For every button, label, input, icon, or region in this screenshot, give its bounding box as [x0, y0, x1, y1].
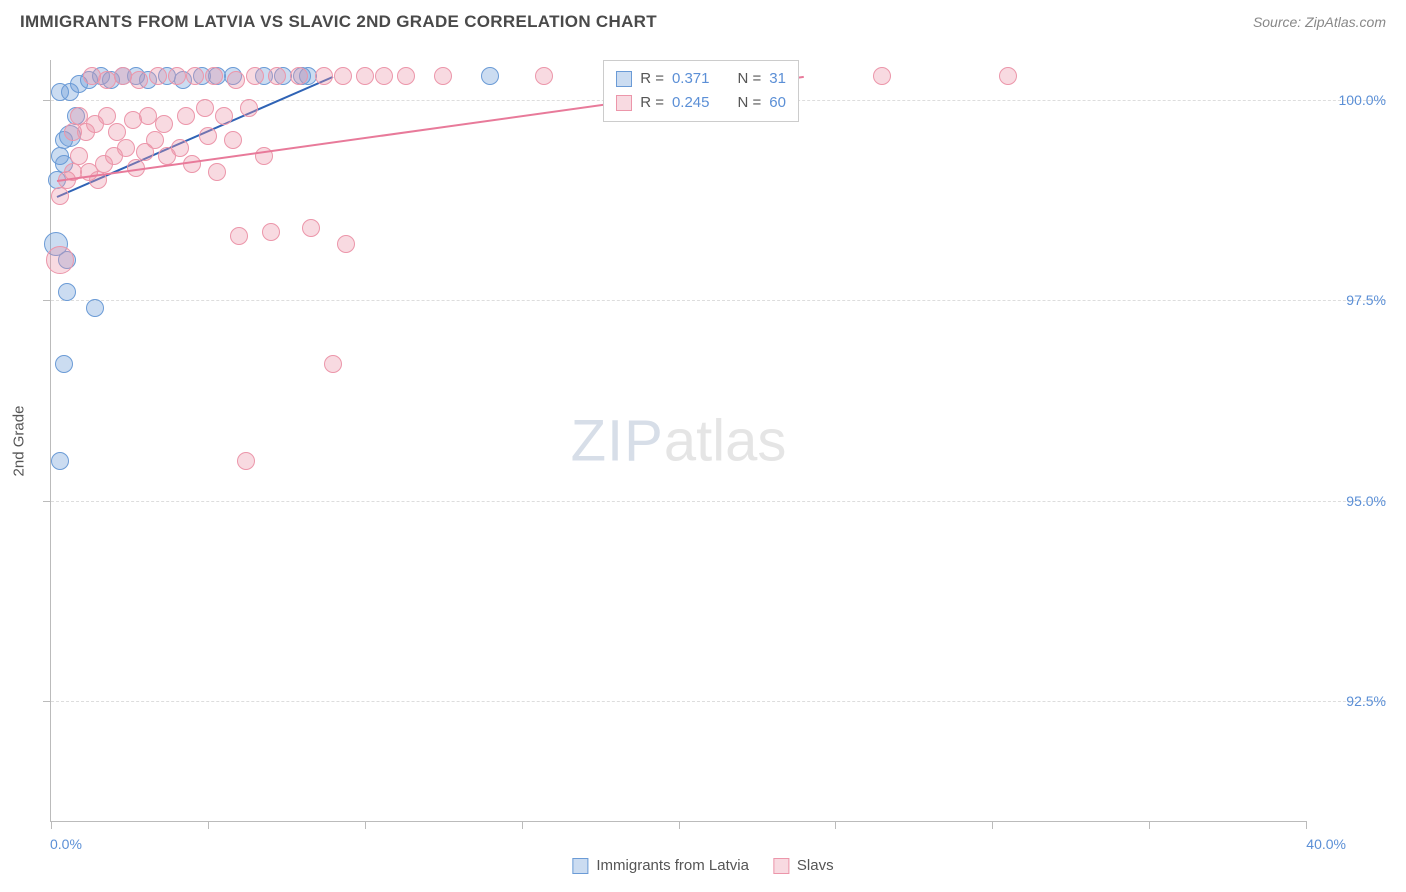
- legend-swatch-slavs: [773, 858, 789, 874]
- scatter-point-slavs: [230, 227, 248, 245]
- scatter-point-slavs: [246, 67, 264, 85]
- scatter-point-slavs: [434, 67, 452, 85]
- scatter-point-slavs: [397, 67, 415, 85]
- y-tick-label: 95.0%: [1314, 493, 1386, 509]
- y-axis-title: 2nd Grade: [11, 405, 28, 476]
- scatter-point-slavs: [130, 71, 148, 89]
- r-value-latvia: 0.371: [672, 67, 710, 91]
- scatter-point-latvia: [58, 283, 76, 301]
- x-tick: [208, 821, 209, 829]
- scatter-point-slavs: [215, 107, 233, 125]
- n-label: N =: [738, 67, 762, 91]
- x-tick: [992, 821, 993, 829]
- scatter-point-slavs: [171, 139, 189, 157]
- scatter-point-slavs: [873, 67, 891, 85]
- scatter-point-slavs: [205, 67, 223, 85]
- scatter-point-slavs: [168, 67, 186, 85]
- legend-item-slavs: Slavs: [773, 857, 834, 874]
- scatter-point-slavs: [262, 223, 280, 241]
- x-tick: [1306, 821, 1307, 829]
- scatter-point-slavs: [356, 67, 374, 85]
- bottom-legend: Immigrants from Latvia Slavs: [572, 857, 833, 874]
- scatter-point-slavs: [224, 131, 242, 149]
- scatter-point-slavs: [334, 67, 352, 85]
- n-value-slavs: 60: [769, 91, 786, 115]
- n-value-latvia: 31: [769, 67, 786, 91]
- scatter-point-latvia: [481, 67, 499, 85]
- scatter-point-slavs: [375, 67, 393, 85]
- stats-row-latvia: R = 0.371 N = 31: [616, 67, 786, 91]
- r-value-slavs: 0.245: [672, 91, 710, 115]
- stats-swatch-latvia: [616, 71, 632, 87]
- chart-title: IMMIGRANTS FROM LATVIA VS SLAVIC 2ND GRA…: [20, 12, 657, 32]
- gridline: [51, 300, 1386, 301]
- legend-label-latvia: Immigrants from Latvia: [596, 857, 749, 874]
- stats-legend-box: R = 0.371 N = 31 R = 0.245 N = 60: [603, 60, 799, 122]
- scatter-point-slavs: [240, 99, 258, 117]
- scatter-point-slavs: [199, 127, 217, 145]
- scatter-point-slavs: [146, 131, 164, 149]
- scatter-point-slavs: [324, 355, 342, 373]
- scatter-point-slavs: [337, 235, 355, 253]
- y-tick-label: 97.5%: [1314, 292, 1386, 308]
- x-tick: [51, 821, 52, 829]
- scatter-point-slavs: [999, 67, 1017, 85]
- source-prefix: Source:: [1253, 14, 1305, 30]
- x-axis-min-label: 0.0%: [50, 836, 82, 852]
- chart-plot-area: 2nd Grade ZIPatlas 92.5%95.0%97.5%100.0%…: [50, 60, 1306, 822]
- scatter-point-latvia: [51, 452, 69, 470]
- r-label: R =: [640, 91, 664, 115]
- scatter-point-slavs: [535, 67, 553, 85]
- scatter-point-latvia: [55, 355, 73, 373]
- source-attribution: Source: ZipAtlas.com: [1253, 14, 1386, 30]
- scatter-point-slavs: [186, 67, 204, 85]
- x-tick: [522, 821, 523, 829]
- gridline: [51, 701, 1386, 702]
- source-name: ZipAtlas.com: [1305, 14, 1386, 30]
- scatter-point-slavs: [208, 163, 226, 181]
- legend-item-latvia: Immigrants from Latvia: [572, 857, 749, 874]
- stats-swatch-slavs: [616, 95, 632, 111]
- watermark-atlas: atlas: [664, 408, 787, 473]
- n-label: N =: [738, 91, 762, 115]
- gridline: [51, 501, 1386, 502]
- x-tick: [679, 821, 680, 829]
- scatter-point-slavs: [290, 67, 308, 85]
- scatter-point-slavs: [183, 155, 201, 173]
- watermark-zip: ZIP: [571, 408, 664, 473]
- legend-label-slavs: Slavs: [797, 857, 834, 874]
- x-tick: [365, 821, 366, 829]
- scatter-point-slavs: [302, 219, 320, 237]
- scatter-point-slavs: [227, 71, 245, 89]
- scatter-point-slavs: [46, 246, 74, 274]
- scatter-point-slavs: [108, 123, 126, 141]
- scatter-point-latvia: [86, 299, 104, 317]
- y-tick-label: 100.0%: [1314, 92, 1386, 108]
- legend-swatch-latvia: [572, 858, 588, 874]
- scatter-point-slavs: [117, 139, 135, 157]
- scatter-point-slavs: [149, 67, 167, 85]
- watermark: ZIPatlas: [571, 407, 787, 474]
- scatter-point-slavs: [177, 107, 195, 125]
- r-label: R =: [640, 67, 664, 91]
- x-axis-max-label: 40.0%: [1306, 836, 1346, 852]
- scatter-point-slavs: [155, 115, 173, 133]
- scatter-point-slavs: [237, 452, 255, 470]
- scatter-point-slavs: [51, 187, 69, 205]
- y-tick-label: 92.5%: [1314, 693, 1386, 709]
- stats-row-slavs: R = 0.245 N = 60: [616, 91, 786, 115]
- x-tick: [835, 821, 836, 829]
- scatter-point-slavs: [315, 67, 333, 85]
- scatter-point-slavs: [196, 99, 214, 117]
- x-tick: [1149, 821, 1150, 829]
- scatter-point-slavs: [268, 67, 286, 85]
